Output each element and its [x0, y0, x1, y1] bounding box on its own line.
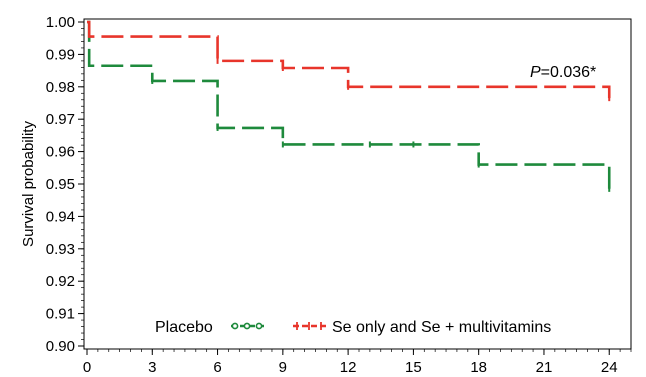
y-tick-label: 0.92	[46, 273, 75, 290]
legend-label-se: Se only and Se + multivitamins	[332, 319, 551, 336]
legend-label-placebo: Placebo	[155, 319, 213, 336]
x-tick-label: 21	[536, 359, 553, 376]
x-tick-label: 3	[148, 359, 156, 376]
y-tick-label: 0.97	[46, 111, 75, 128]
y-tick-label: 0.99	[46, 46, 75, 63]
x-tick-label: 24	[601, 359, 618, 376]
y-tick-label: 0.94	[46, 208, 75, 225]
y-tick-label: 0.90	[46, 338, 75, 355]
x-tick-label: 0	[83, 359, 91, 376]
ticks-layer: 0.90 0.91 0.92 0.93 0.94 0.95 0.96 0.97 0.98 0.99…	[46, 14, 632, 376]
series-line-placebo	[87, 20, 611, 189]
series-line-se	[87, 20, 611, 99]
y-tick-label: 0.93	[46, 241, 75, 258]
x-tick-label: 12	[340, 359, 357, 376]
y-tick-label: 0.98	[46, 79, 75, 96]
y-tick-label: 0.91	[46, 306, 75, 323]
x-tick-label: 6	[213, 359, 221, 376]
y-axis-title: Survival probability	[20, 121, 37, 247]
x-tick-label: 15	[405, 359, 422, 376]
legend-swatch-se	[293, 322, 326, 330]
series-layer	[87, 20, 611, 192]
p-value-annotation: P=0.036*	[530, 64, 596, 81]
legend-marker-placebo	[231, 322, 239, 330]
y-tick-label: 0.95	[46, 176, 75, 193]
x-tick-label: 9	[279, 359, 287, 376]
x-tick-label: 18	[470, 359, 487, 376]
y-tick-label: 0.96	[46, 144, 75, 161]
legend-marker-placebo	[243, 322, 251, 330]
legend-marker-placebo	[255, 322, 263, 330]
legend: Placebo Se only and Se + multivitamins	[155, 319, 551, 336]
y-tick-label: 1.00	[46, 14, 75, 31]
legend-swatch-placebo	[231, 322, 264, 330]
